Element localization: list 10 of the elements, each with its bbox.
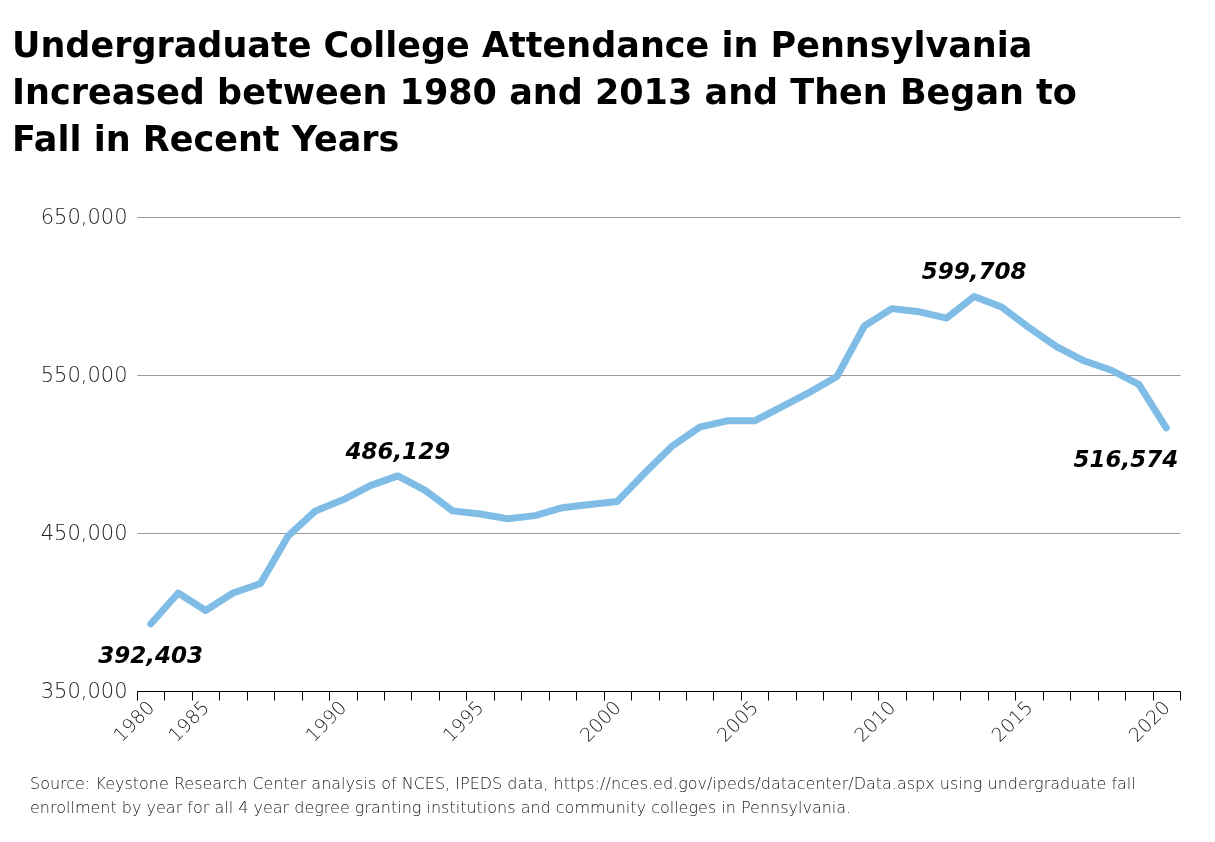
chart-title: Undergraduate College Attendance in Pennsylvania Increased between 1980 and 2013 and Then Began to Fall in Recent Years	[12, 24, 1078, 161]
y-tick-label: 350,000	[40, 678, 128, 703]
data-label: 599,708	[921, 258, 1027, 285]
y-tick-label: 550,000	[40, 362, 128, 387]
data-label: 486,129	[344, 437, 451, 464]
data-label: 392,403	[98, 642, 204, 668]
source-note: Source: Keystone Research Center analysis of NCES, IPEDS data, https://nces.ed.gov/ipeds/datacenter/Data.aspx using undergraduate fall enrollment by year for all 4 year degree granting institutions and community colleges in Pennsylvania.	[30, 773, 1137, 819]
data-label: 516,574	[1073, 445, 1179, 472]
y-tick-label: 450,000	[40, 520, 128, 545]
y-tick-label: 650,000	[40, 204, 128, 229]
